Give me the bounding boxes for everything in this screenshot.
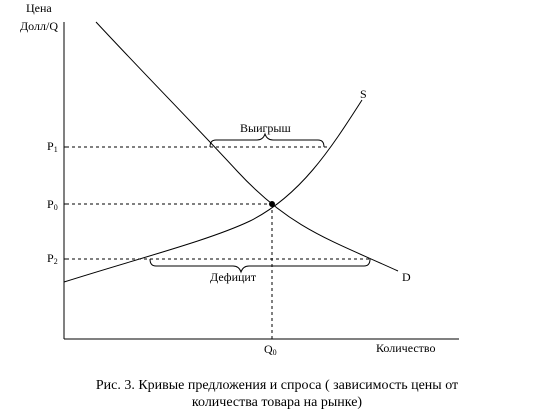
caption-line-2: количества товара на рынке) <box>191 395 363 410</box>
figure-caption: Рис. 3. Кривые предложения и спроса ( за… <box>0 377 554 411</box>
p1-label: P1 <box>47 139 58 154</box>
y-axis-label-line1: Цена <box>26 1 52 15</box>
deficit-brace <box>149 258 371 274</box>
y-axis-label-line2: Долл/Q <box>20 19 58 33</box>
equilibrium-point <box>269 201 275 207</box>
demand-curve-label: D <box>402 270 411 284</box>
q0-label: Q0 <box>264 342 277 357</box>
p2-label: P2 <box>47 251 58 266</box>
p0-label: P0 <box>47 197 58 212</box>
deficit-label: Дефицит <box>210 270 257 284</box>
demand-curve <box>95 21 399 272</box>
supply-curve-label: S <box>360 87 367 101</box>
surplus-label: Выигрыш <box>240 121 291 135</box>
caption-line-1: Рис. 3. Кривые предложения и спроса ( за… <box>95 378 459 393</box>
x-axis-label: Количество <box>376 341 435 355</box>
supply-curve <box>63 99 363 283</box>
surplus-brace <box>209 132 325 148</box>
